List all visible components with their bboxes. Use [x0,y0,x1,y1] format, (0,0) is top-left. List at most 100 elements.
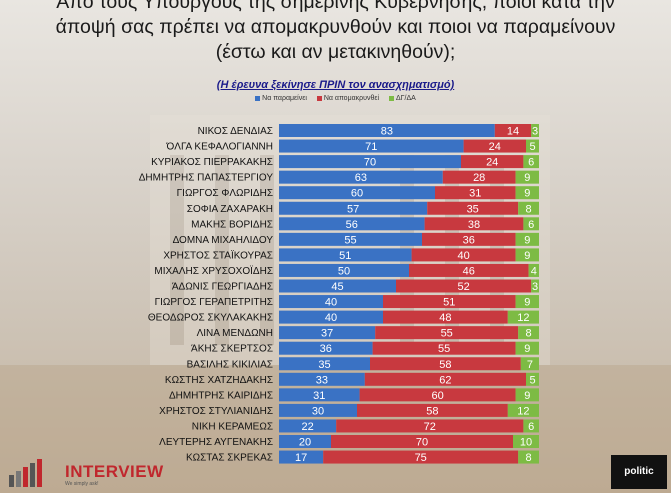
bar-dk [515,341,539,355]
value-label-stay: 36 [320,343,332,355]
category-label: ΆΔΩΝΙΣ ΓΕΩΡΓΙΑΔΗΣ [172,282,273,293]
value-label-dk: 8 [526,452,532,464]
title-line-1: Από τους Υπουργούς της σημερινής Κυβέρνη… [56,0,615,13]
value-label-remove: 48 [439,312,451,324]
value-label-dk: 6 [528,157,534,169]
value-label-remove: 70 [416,437,428,449]
bar-remove [336,419,524,433]
legend-item-remove: Να απομακρυνθεί [316,95,380,102]
value-label-dk: 12 [517,312,529,324]
bar-remove [461,155,524,169]
value-label-stay: 57 [347,203,359,215]
politic-logo: politic [611,455,667,489]
bar-stay [279,263,409,277]
bar-remove [370,357,521,371]
value-label-remove: 40 [457,250,469,262]
category-label: ΣΟΦΙΑ ΖΑΧΑΡΑΚΗ [187,204,273,215]
value-label-stay: 83 [381,126,393,138]
category-label: ΌΛΓΑ ΚΕΦΑΛΟΓΙΑΝΝΗ [166,142,273,153]
legend-swatch-dk [389,95,394,101]
bar-dk [507,403,539,417]
category-label: ΚΩΣΤΗΣ ΧΑΤΖΗΔΑΚΗΣ [165,375,273,386]
category-label: ΆΚΗΣ ΣΚΕΡΤΣΟΣ [191,344,273,355]
legend-item-stay: Να παραμείνει [255,95,307,102]
value-label-remove: 58 [439,359,451,371]
value-label-dk: 9 [524,390,530,402]
value-label-dk: 3 [532,126,538,138]
bar-dk [515,186,539,200]
bar-stay [279,419,337,433]
category-label: ΝΙΚΗ ΚΕΡΑΜΕΩΣ [192,421,273,432]
chart-title: Από τους Υπουργούς της σημερινής Κυβέρνη… [0,0,671,65]
category-label: ΒΑΣΙΛΗΣ ΚΙΚΙΛΙΑΣ [187,359,273,370]
bar-dk [518,326,539,340]
category-label: ΓΙΩΡΓΟΣ ΓΕΡΑΠΕΤΡΙΤΗΣ [155,297,273,308]
value-label-stay: 70 [364,157,376,169]
value-label-remove: 14 [507,126,519,138]
value-label-stay: 31 [313,390,325,402]
value-label-dk: 6 [528,219,534,231]
bar-stay [279,450,324,464]
bar-remove [435,186,516,200]
bar-remove [323,450,519,464]
value-label-remove: 60 [431,390,443,402]
value-label-dk: 6 [528,421,534,433]
value-label-dk: 5 [529,141,535,153]
category-label: ΓΙΩΡΓΟΣ ΦΛΩΡΙΔΗΣ [177,188,273,199]
legend-swatch-stay [255,95,261,101]
value-label-stay: 56 [346,219,358,231]
value-label-dk: 7 [527,359,533,371]
legend-label-remove: Να απομακρυνθεί [323,95,380,102]
bar-dk [523,217,539,231]
value-label-dk: 8 [526,203,532,215]
value-label-remove: 72 [424,421,436,433]
bar-dk [526,372,539,386]
legend-label-stay: Να παραμείνει [262,95,307,102]
bar-stay [279,124,495,137]
value-label-stay: 40 [325,297,337,309]
category-label: ΝΙΚΟΣ ΔΕΝΔΙΑΣ [198,126,273,137]
title-line-2: άποψή σας πρέπει να απομακρυνθούν και πο… [55,16,616,38]
value-label-stay: 37 [321,328,333,340]
bar-remove [364,372,526,386]
bar-remove [375,326,519,340]
value-label-stay: 50 [338,265,350,277]
bar-remove [357,403,508,417]
value-label-dk: 9 [524,343,530,355]
value-label-remove: 51 [443,297,455,309]
value-label-stay: 63 [355,172,367,184]
bar-stay [279,155,461,169]
bar-dk [515,388,539,402]
bar-dk [515,248,539,262]
bar-dk [520,357,539,371]
bar-remove [442,170,516,184]
bar-stay [279,248,412,262]
value-label-dk: 9 [524,234,530,246]
interview-logo-text: INTERVIEW [65,462,164,481]
bar-dk [515,170,539,184]
value-label-dk: 12 [517,405,529,417]
value-label-remove: 24 [489,141,501,153]
value-label-stay: 40 [325,312,337,324]
bar-remove [383,310,508,324]
bar-dk [523,155,539,169]
bar-dk [513,435,539,448]
value-label-stay: 45 [331,281,343,293]
legend-item-dk: ΔΓ/ΔΑ [389,95,416,102]
value-label-remove: 55 [441,328,453,340]
value-label-stay: 20 [299,437,311,449]
bar-stay [279,295,383,309]
category-label: ΔΗΜΗΤΡΗΣ ΠΑΠΑΣΤΕΡΓΙΟΥ [139,173,274,184]
bar-remove [494,124,532,137]
value-label-dk: 9 [524,188,530,200]
bar-dk [528,263,539,277]
category-label: ΘΕΟΔΩΡΟΣ ΣΚΥΛΑΚΑΚΗΣ [148,313,273,324]
value-label-remove: 24 [486,157,498,169]
value-label-remove: 36 [463,234,475,246]
category-label: ΚΥΡΙΑΚΟΣ ΠΙΕΡΡΑΚΑΚΗΣ [151,157,273,168]
value-label-remove: 38 [468,219,480,231]
value-label-stay: 51 [339,250,351,262]
interview-logo-tagline: We simply ask! [65,481,99,487]
value-label-remove: 31 [469,188,481,200]
value-label-remove: 46 [463,265,475,277]
